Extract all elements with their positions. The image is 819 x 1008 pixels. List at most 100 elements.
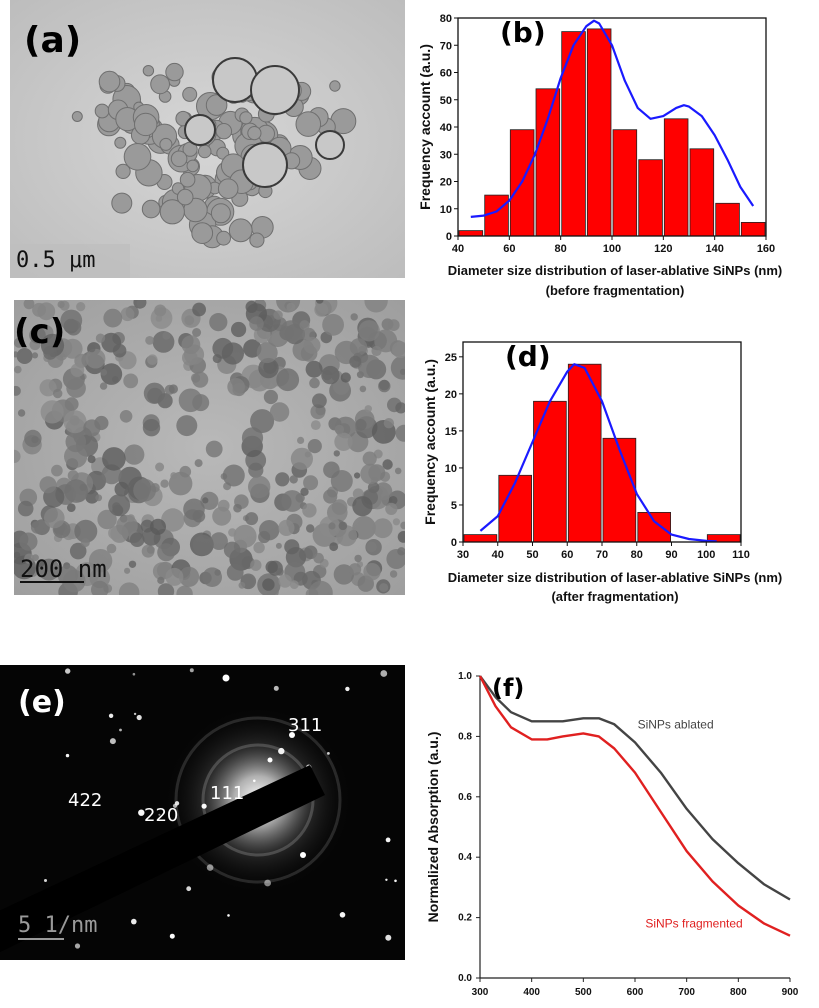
nanoparticle bbox=[108, 494, 131, 517]
nanoparticle bbox=[69, 542, 87, 560]
nanoparticle bbox=[126, 514, 135, 523]
nanoparticle bbox=[248, 475, 271, 499]
x-tick-label: 140 bbox=[705, 243, 723, 255]
histogram-bar bbox=[567, 363, 602, 543]
nanoparticle bbox=[305, 360, 323, 378]
nanoparticle bbox=[44, 507, 65, 529]
x-tick-label: 900 bbox=[782, 987, 799, 998]
nanoparticle bbox=[308, 580, 333, 595]
tem-image-a-graphic bbox=[10, 0, 405, 278]
nanoparticle bbox=[182, 86, 198, 102]
y-tick-label: 70 bbox=[440, 40, 452, 52]
scale-line-e bbox=[18, 938, 64, 940]
nanoparticle bbox=[162, 331, 171, 340]
series-label: SiNPs fragmented bbox=[645, 917, 742, 931]
nanoparticle bbox=[141, 199, 161, 219]
diffraction-spot bbox=[289, 732, 295, 738]
nanoparticle bbox=[314, 302, 329, 317]
histogram-bar bbox=[463, 534, 498, 543]
series-line bbox=[478, 675, 791, 937]
nanoparticle bbox=[387, 319, 400, 331]
nanoparticle bbox=[289, 475, 298, 484]
nanoparticle bbox=[111, 192, 133, 214]
nanoparticle bbox=[322, 313, 344, 336]
nanoparticle bbox=[392, 518, 400, 526]
histogram-bar bbox=[637, 511, 672, 543]
nanoparticle bbox=[66, 378, 86, 398]
nanoparticle bbox=[128, 560, 137, 568]
nanoparticle bbox=[217, 178, 239, 199]
y-tick-label: 0.2 bbox=[458, 913, 472, 924]
diffraction-spot bbox=[119, 728, 122, 732]
nanoparticle bbox=[349, 355, 362, 368]
nanoparticle bbox=[258, 357, 279, 379]
nanoparticle bbox=[176, 415, 198, 437]
y-tick-label: 10 bbox=[445, 463, 457, 475]
nanoparticle bbox=[159, 199, 185, 225]
diffraction-spot bbox=[74, 943, 81, 949]
nanoparticle bbox=[212, 337, 234, 359]
x-tick-label: 500 bbox=[575, 987, 592, 998]
nanoparticle bbox=[328, 522, 336, 530]
nanoparticle bbox=[176, 585, 193, 595]
nanoparticle bbox=[119, 410, 133, 423]
diffraction-spot bbox=[278, 747, 285, 755]
y-tick-label: 20 bbox=[445, 389, 457, 401]
nanoparticle bbox=[98, 70, 121, 93]
nanoparticle bbox=[371, 345, 382, 357]
nanoparticle bbox=[40, 400, 64, 424]
x-tick-label: 80 bbox=[555, 243, 567, 255]
nanoparticle bbox=[241, 427, 264, 449]
nanoparticle bbox=[372, 518, 393, 539]
nanoparticle bbox=[329, 80, 341, 92]
nanoparticle bbox=[129, 532, 145, 547]
histogram-bar bbox=[458, 230, 484, 237]
nanoparticle bbox=[306, 524, 315, 533]
nanoparticle bbox=[299, 320, 310, 331]
nanoparticle bbox=[14, 351, 19, 358]
nanoparticle bbox=[39, 476, 57, 494]
y-tick-label: 25 bbox=[445, 352, 457, 364]
nanoparticle bbox=[278, 519, 295, 536]
nanoparticle bbox=[321, 365, 340, 385]
nanoparticle bbox=[400, 521, 405, 530]
nanoparticle bbox=[124, 444, 145, 465]
nanoparticle bbox=[303, 475, 319, 491]
nanoparticle bbox=[397, 531, 405, 543]
nanoparticle bbox=[155, 462, 165, 472]
nanoparticle bbox=[273, 310, 283, 320]
diffraction-spot bbox=[385, 878, 388, 881]
nanoparticle bbox=[150, 518, 166, 535]
diffraction-spot bbox=[189, 668, 194, 673]
nanoparticle bbox=[360, 463, 381, 485]
nanoparticle bbox=[334, 432, 353, 451]
diffraction-spot bbox=[131, 918, 137, 925]
y-tick-label: 0 bbox=[451, 537, 457, 549]
nanoparticle bbox=[284, 539, 300, 555]
nanoparticle bbox=[379, 379, 390, 391]
nanoparticle bbox=[64, 444, 88, 468]
nanoparticle bbox=[146, 545, 155, 554]
nanoparticle bbox=[227, 378, 245, 396]
scale-text-e: 5 1/nm bbox=[18, 913, 98, 938]
nanoparticle bbox=[275, 472, 290, 487]
x-axis-label-2: (after fragmentation) bbox=[551, 589, 678, 604]
panel-label-a: (a) bbox=[24, 20, 82, 61]
nanoparticle bbox=[354, 554, 362, 563]
nanoparticle bbox=[24, 429, 42, 448]
histogram-bar bbox=[612, 129, 638, 237]
nanoparticle bbox=[348, 563, 362, 576]
large-particle bbox=[184, 114, 216, 146]
nanoparticle bbox=[147, 354, 158, 365]
nanoparticle bbox=[329, 542, 339, 552]
diffraction-spot bbox=[227, 914, 230, 917]
nanoparticle bbox=[124, 567, 131, 574]
nanoparticle bbox=[247, 126, 262, 141]
x-tick-label: 30 bbox=[457, 549, 469, 561]
diffraction-spot bbox=[133, 712, 137, 716]
saed-image-e: (e) 311 422 220 111 5 1/nm bbox=[0, 665, 405, 960]
histogram-bar bbox=[715, 202, 740, 237]
nanoparticle bbox=[181, 335, 201, 355]
scale-text-c: 200 nm bbox=[20, 555, 107, 583]
y-tick-label: 80 bbox=[440, 13, 452, 25]
